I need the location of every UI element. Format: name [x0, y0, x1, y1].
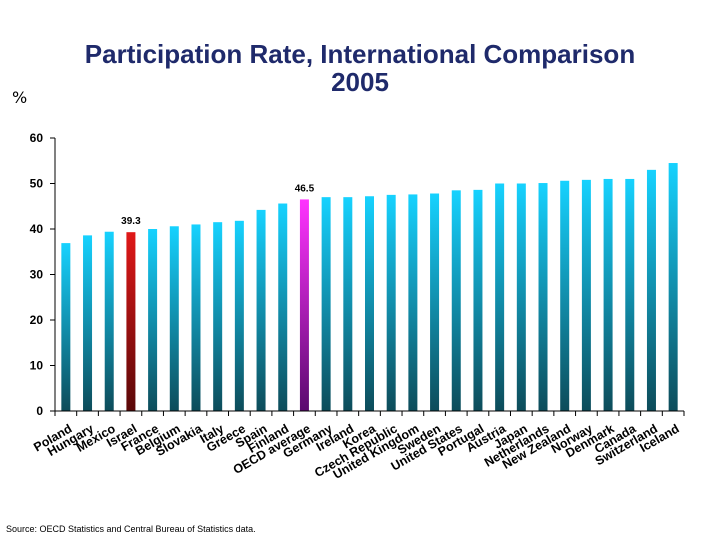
y-tick-label: 20: [30, 313, 44, 327]
bar-italy: [213, 222, 223, 411]
bar-hungary: [83, 235, 93, 411]
bar-new-zealand: [560, 180, 570, 411]
data-label-oecd-average: 46.5: [295, 183, 315, 194]
y-axis-unit-label: %: [12, 88, 28, 107]
bar-greece: [234, 220, 244, 411]
y-tick-label: 40: [30, 222, 44, 236]
bar-oecd-average: [299, 199, 309, 411]
y-tick-label: 10: [30, 359, 44, 373]
bar-united-states: [451, 190, 461, 411]
bar-denmark: [603, 178, 613, 411]
bar-sweden: [430, 193, 440, 411]
bar-slovakia: [191, 224, 201, 411]
bar-canada: [625, 178, 635, 411]
bar-united-kingdom: [408, 194, 418, 411]
source-note: Source: OECD Statistics and Central Bure…: [6, 524, 256, 534]
bar-france: [148, 229, 158, 411]
x-axis: PolandHungaryMexicoIsraelFranceBelgiumSl…: [31, 410, 685, 482]
bar-portugal: [473, 189, 483, 411]
bar-korea: [365, 196, 374, 411]
bar-poland: [61, 243, 71, 411]
bar-belgium: [169, 226, 179, 411]
y-tick-label: 0: [36, 404, 43, 418]
bar-germany: [321, 197, 331, 411]
data-labels: 39.3 46.5: [121, 183, 314, 227]
chart-title-line-1: Participation Rate, International Compar…: [84, 39, 636, 69]
chart-title-line-2: 2005: [331, 67, 389, 97]
bar-finland: [278, 203, 288, 411]
bar-czech-republic: [386, 194, 396, 411]
y-tick-label: 60: [30, 131, 44, 145]
bar-switzerland: [646, 169, 656, 411]
bar-spain: [256, 209, 266, 411]
bar-ireland: [343, 197, 353, 411]
bar-iceland: [668, 163, 678, 411]
y-axis: 0 10 20 30 40 50 60: [30, 131, 56, 418]
data-label-israel: 39.3: [121, 216, 141, 227]
bar-netherlands: [538, 183, 548, 411]
bar-israel: [126, 232, 136, 411]
bar-japan: [516, 183, 526, 411]
bar-austria: [495, 183, 505, 411]
bar-mexico: [104, 231, 114, 411]
bars: [61, 163, 678, 411]
chart-title: Participation Rate, International Compar…: [0, 40, 720, 96]
bar-norway: [581, 179, 591, 411]
y-tick-label: 50: [30, 177, 44, 191]
y-tick-label: 30: [30, 268, 44, 282]
